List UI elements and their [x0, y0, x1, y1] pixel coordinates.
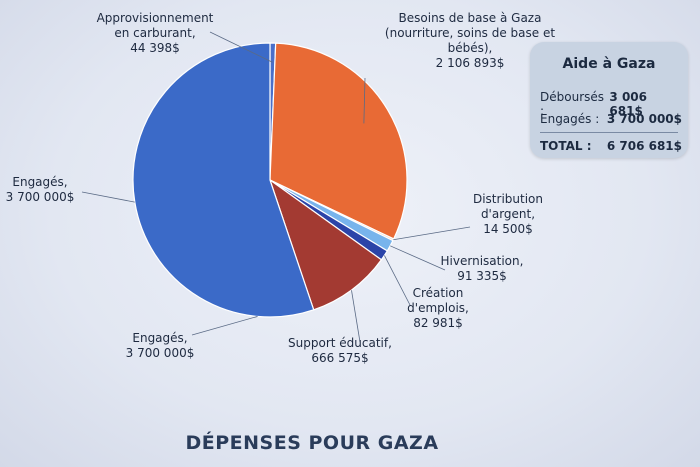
summary-total-label: TOTAL :	[540, 139, 592, 153]
leader-line	[191, 316, 258, 336]
pie-slice	[268, 178, 383, 311]
summary-row-value: 3 700 000$	[606, 112, 682, 126]
summary-row-total: TOTAL : 6 706 681$	[540, 139, 682, 153]
summary-row-label: Engagés :	[540, 112, 600, 126]
leader-line	[390, 245, 446, 271]
slice-label: Hivernisation, 91 335$	[441, 254, 524, 283]
chart-title: DÉPENSES POUR GAZA	[185, 431, 438, 454]
leader-line	[209, 31, 273, 63]
slice-label: Engagés, 3 700 000$	[126, 331, 195, 360]
summary-box: Aide à Gaza Déboursés : 3 006 681$ Engag…	[530, 42, 688, 158]
leader-line	[351, 290, 361, 343]
slice-label: Distribution d'argent, 14 500$	[473, 192, 543, 236]
summary-row-value: 3 006 681$	[609, 90, 647, 118]
leader-line	[363, 77, 366, 124]
pie-slice	[269, 42, 408, 240]
summary-row-committed: Engagés : 3 700 000$	[540, 112, 682, 126]
leader-line	[81, 191, 135, 203]
leader-line	[393, 226, 471, 241]
summary-divider	[540, 132, 678, 133]
summary-total-value: 6 706 681$	[606, 139, 682, 153]
pie-slice	[132, 42, 315, 318]
summary-title: Aide à Gaza	[562, 56, 656, 72]
slice-label: Création d'emplois, 82 981$	[407, 286, 469, 330]
slice-label: Support éducatif, 666 575$	[288, 336, 392, 365]
slice-label: Besoins de base à Gaza (nourriture, soins…	[385, 11, 555, 70]
summary-row-disbursed: Déboursés : 3 006 681$	[540, 90, 682, 118]
summary-row-label: Déboursés :	[540, 90, 605, 118]
slice-label: Engagés, 3 700 000$	[6, 175, 75, 204]
leader-line	[384, 255, 411, 306]
slice-label: Approvisionnement en carburant, 44 398$	[97, 11, 214, 55]
